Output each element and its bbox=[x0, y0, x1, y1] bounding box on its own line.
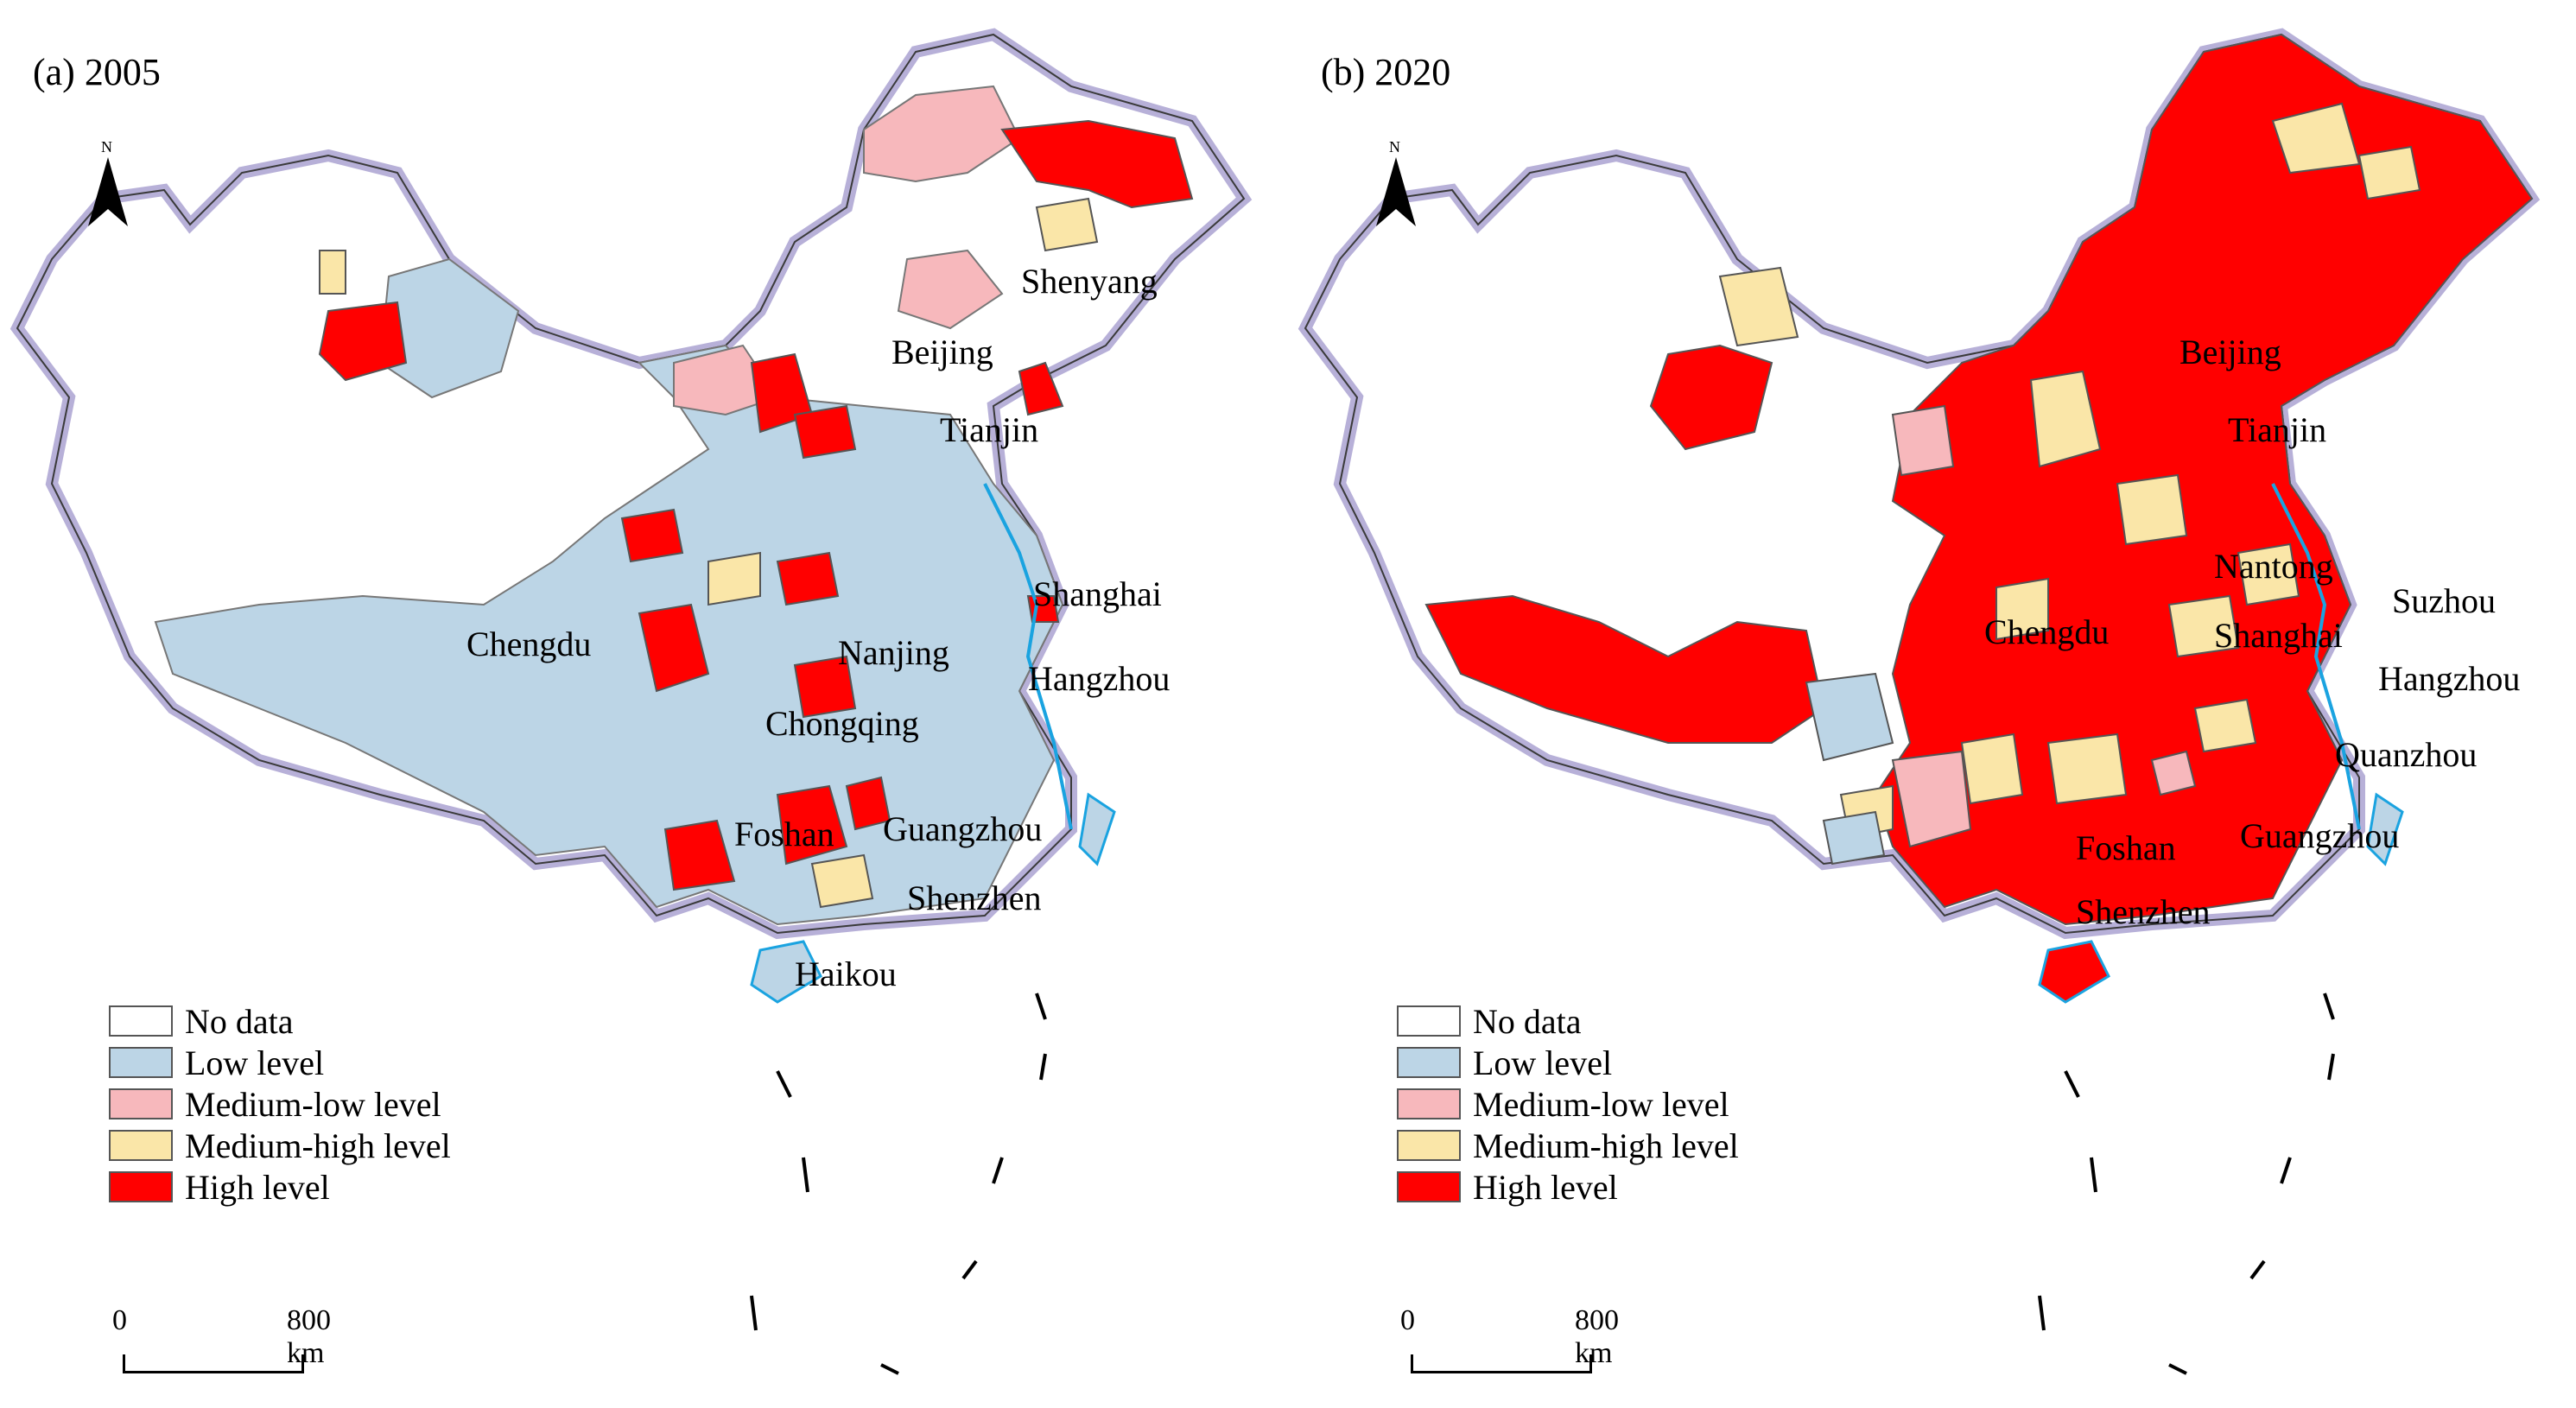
scale-bar-line bbox=[1411, 1354, 1592, 1373]
region-medium-low-ne bbox=[863, 85, 1021, 183]
legend-label: Medium-low level bbox=[185, 1084, 441, 1124]
city-label-shenzhen: Shenzhen bbox=[907, 878, 1042, 917]
map-panel-2005: (a) 2005 N Shenyang Beijing Tianjin Shan… bbox=[10, 28, 1253, 1391]
legend-swatch bbox=[1397, 1047, 1461, 1078]
city-label-nantong: Nantong bbox=[2214, 547, 2333, 586]
city-label-shenzhen: Shenzhen bbox=[2076, 892, 2211, 931]
scale-start: 0 bbox=[1400, 1304, 1415, 1336]
legend-label: Medium-high level bbox=[1473, 1126, 1739, 1165]
region-high bbox=[1874, 33, 2534, 926]
legend-item: High level bbox=[1397, 1166, 1739, 1208]
city-label-hangzhou: Hangzhou bbox=[2378, 659, 2521, 698]
legend-item: Low level bbox=[109, 1042, 451, 1083]
north-arrow: N bbox=[86, 138, 130, 226]
legend-label: Medium-low level bbox=[1473, 1084, 1729, 1124]
legend-swatch bbox=[109, 1130, 173, 1161]
legend-label: Low level bbox=[185, 1043, 325, 1082]
legend-item: Medium-high level bbox=[1397, 1125, 1739, 1166]
panel-title: (a) 2005 bbox=[33, 51, 161, 93]
city-label-chongqing: Chongqing bbox=[765, 704, 919, 743]
legend-item: Medium-low level bbox=[109, 1083, 451, 1125]
city-label-guangzhou: Guangzhou bbox=[883, 809, 1043, 848]
legend-item: Medium-high level bbox=[109, 1125, 451, 1166]
north-arrow-icon bbox=[88, 157, 128, 226]
high-level-patches bbox=[318, 119, 1194, 891]
panel-title: (b) 2020 bbox=[1321, 51, 1451, 93]
legend-swatch bbox=[109, 1005, 173, 1037]
legend-item: High level bbox=[109, 1166, 451, 1208]
city-label-tianjin: Tianjin bbox=[2228, 410, 2327, 449]
legend-label: No data bbox=[185, 1001, 294, 1041]
city-label-nanjing: Nanjing bbox=[838, 633, 949, 672]
legend-swatch bbox=[109, 1171, 173, 1202]
map-panel-2020: (b) 2020 N Beijing Tianjin Nantong Suzho… bbox=[1288, 0, 2576, 1408]
region-high-xinjiang bbox=[1649, 344, 1773, 451]
city-label-haikou: Haikou bbox=[795, 955, 897, 993]
legend-label: Medium-high level bbox=[185, 1126, 451, 1165]
city-label-quanzhou: Quanzhou bbox=[2335, 735, 2478, 774]
city-label-shenyang: Shenyang bbox=[1021, 262, 1158, 301]
legend-label: No data bbox=[1473, 1001, 1582, 1041]
china-map-2020 bbox=[1298, 28, 2541, 1375]
legend-item: Low level bbox=[1397, 1042, 1739, 1083]
city-label-foshan: Foshan bbox=[734, 815, 834, 853]
legend-label: Low level bbox=[1473, 1043, 1613, 1082]
legend-swatch bbox=[1397, 1130, 1461, 1161]
scale-end: 800 km bbox=[287, 1304, 331, 1369]
legend-label: High level bbox=[185, 1167, 330, 1207]
north-arrow-icon bbox=[1376, 157, 1416, 226]
region-low bbox=[154, 344, 1064, 926]
legend-swatch bbox=[1397, 1171, 1461, 1202]
city-label-beijing: Beijing bbox=[2179, 333, 2281, 371]
legend-swatch bbox=[109, 1047, 173, 1078]
scale-bar-line bbox=[123, 1354, 304, 1373]
legend-swatch bbox=[1397, 1005, 1461, 1037]
city-label-suzhou: Suzhou bbox=[2392, 581, 2496, 620]
legend-label: High level bbox=[1473, 1167, 1618, 1207]
legend-item: No data bbox=[109, 1000, 451, 1042]
legend: No data Low level Medium-low level Mediu… bbox=[109, 1000, 451, 1208]
legend-item: No data bbox=[1397, 1000, 1739, 1042]
scale-end: 800 km bbox=[1575, 1304, 1619, 1369]
city-label-shanghai: Shanghai bbox=[1033, 574, 1162, 613]
legend-swatch bbox=[1397, 1088, 1461, 1119]
legend-swatch bbox=[109, 1088, 173, 1119]
legend: No data Low level Medium-low level Mediu… bbox=[1397, 1000, 1739, 1208]
scale-bar: 0 800 km bbox=[1392, 1304, 1619, 1391]
city-label-hangzhou: Hangzhou bbox=[1028, 659, 1171, 698]
city-label-chengdu: Chengdu bbox=[1984, 612, 2110, 651]
region-high-tibet bbox=[1424, 594, 1825, 744]
city-label-shanghai: Shanghai bbox=[2214, 616, 2343, 655]
city-label-beijing: Beijing bbox=[891, 333, 993, 371]
city-label-guangzhou: Guangzhou bbox=[2240, 816, 2400, 855]
city-label-chengdu: Chengdu bbox=[466, 625, 592, 663]
north-label: N bbox=[101, 138, 112, 155]
legend-item: Medium-low level bbox=[1397, 1083, 1739, 1125]
scale-bar: 0 800 km bbox=[104, 1304, 331, 1391]
north-arrow: N bbox=[1374, 138, 1418, 226]
city-label-foshan: Foshan bbox=[2076, 828, 2176, 867]
city-label-tianjin: Tianjin bbox=[940, 410, 1039, 449]
china-map-2005 bbox=[10, 28, 1253, 1375]
scale-start: 0 bbox=[112, 1304, 127, 1336]
north-label: N bbox=[1389, 138, 1400, 155]
